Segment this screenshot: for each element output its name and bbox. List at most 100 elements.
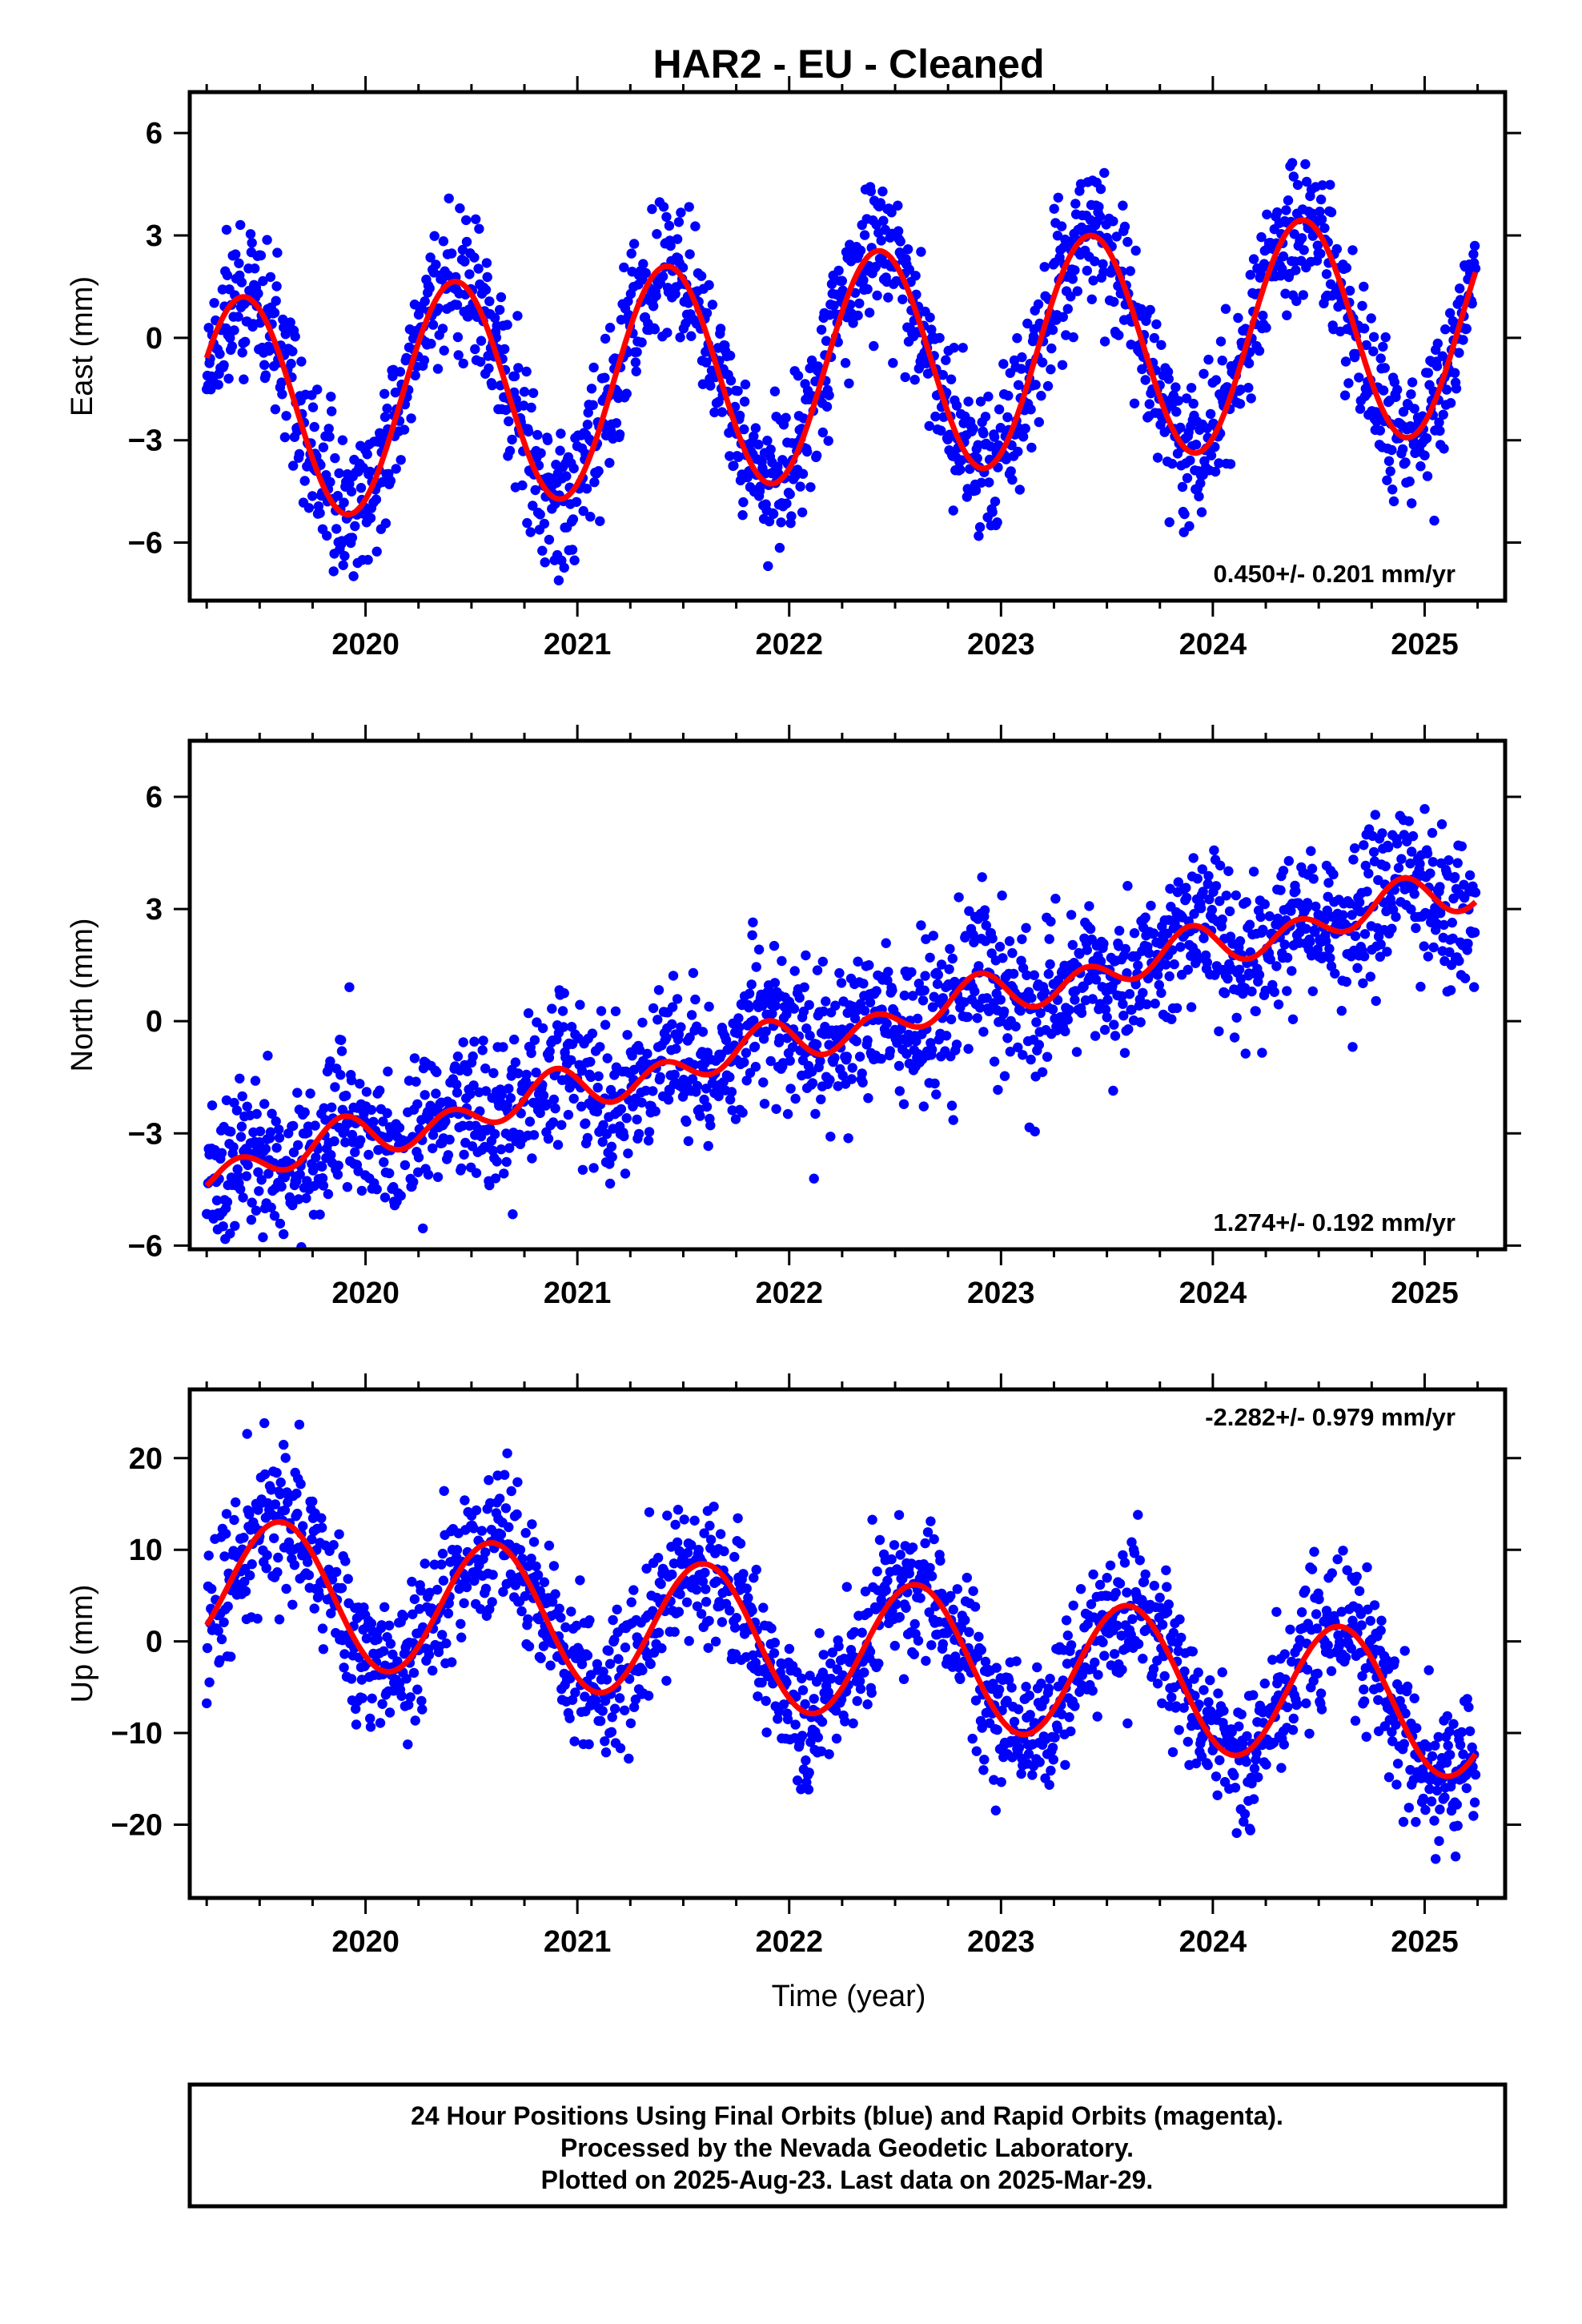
up-point [604,1646,614,1656]
east-point [1033,299,1044,310]
east-point [975,396,986,407]
east-point [281,411,291,421]
east-point [1203,354,1214,365]
east-point [910,271,921,281]
north-point [825,1132,836,1142]
east-point [504,416,514,427]
north-point [1017,934,1027,945]
east-point [250,263,260,274]
up-point [221,1509,232,1519]
east-point [876,235,886,246]
up-point [761,1695,771,1707]
north-point [1443,855,1454,866]
north-point [1120,943,1131,955]
east-point [428,267,440,278]
north-point [843,1133,853,1144]
east-point [239,374,249,384]
north-point [1415,858,1425,870]
east-point [686,331,697,341]
east-point [299,476,310,486]
north-point [984,1006,994,1017]
east-point [318,442,329,452]
east-point [869,340,879,352]
up-point [661,1675,672,1686]
north-point [1100,1004,1111,1015]
north-point [585,1056,596,1068]
up-point [1070,1701,1080,1711]
up-point [480,1547,491,1558]
up-point [601,1675,612,1685]
east-point [664,220,675,231]
east-point [1018,432,1029,442]
north-point [492,1156,502,1167]
north-point [974,1003,986,1013]
up-point [1094,1579,1106,1590]
north-point [818,1006,829,1017]
up-point [456,1632,467,1642]
east-point [672,234,683,244]
up-point [859,1667,869,1678]
north-point [543,1133,554,1144]
east-point [419,355,430,366]
east-point [690,221,701,231]
east-y-tick-label: 3 [146,219,163,253]
up-point [906,1558,917,1569]
north-point [241,1171,252,1181]
east-point [829,300,839,311]
east-point [677,262,689,273]
north-point [744,1002,754,1013]
north-point [655,1072,665,1083]
up-point [575,1575,585,1586]
up-point [480,1583,492,1594]
east-point [567,545,578,555]
east-point [1108,216,1118,227]
east-point [490,312,500,324]
north-point [1419,941,1429,951]
north-point [368,1116,379,1128]
north-point [325,1056,335,1067]
east-point [623,296,633,307]
up-point [412,1684,423,1695]
east-point [222,270,233,280]
east-point [675,332,685,343]
up-point [523,1561,534,1572]
east-point [1012,333,1022,344]
up-point [926,1571,938,1582]
north-point [350,1147,360,1157]
north-point [218,1221,228,1232]
east-point [1206,450,1217,460]
north-point [384,1168,395,1179]
east-point [245,229,256,239]
north-y-tick-label: −6 [128,1229,163,1263]
east-point [1397,444,1408,455]
up-point [414,1603,425,1614]
east-point [1164,517,1174,528]
north-point [558,1022,569,1032]
north-point [1371,995,1381,1007]
up-point [487,1597,497,1607]
east-point [938,370,949,380]
up-point [803,1784,814,1795]
up-point [805,1671,815,1681]
east-point [1454,348,1464,358]
up-point [1050,1732,1060,1743]
north-point [1259,899,1271,910]
north-point [509,1034,520,1045]
north-point [1354,897,1365,907]
east-point [925,312,935,323]
east-point [976,477,987,488]
up-point [1052,1723,1063,1734]
north-point [1358,978,1368,989]
north-point [695,1111,705,1121]
north-point [882,975,893,986]
up-point [516,1606,527,1617]
up-point [564,1713,575,1723]
north-point [979,905,990,915]
up-point [240,1586,251,1597]
up-point [202,1698,212,1709]
north-point [705,1120,716,1131]
north-point [701,1101,713,1112]
north-point [247,1197,257,1208]
up-point [938,1638,949,1650]
north-point [1287,1014,1299,1025]
